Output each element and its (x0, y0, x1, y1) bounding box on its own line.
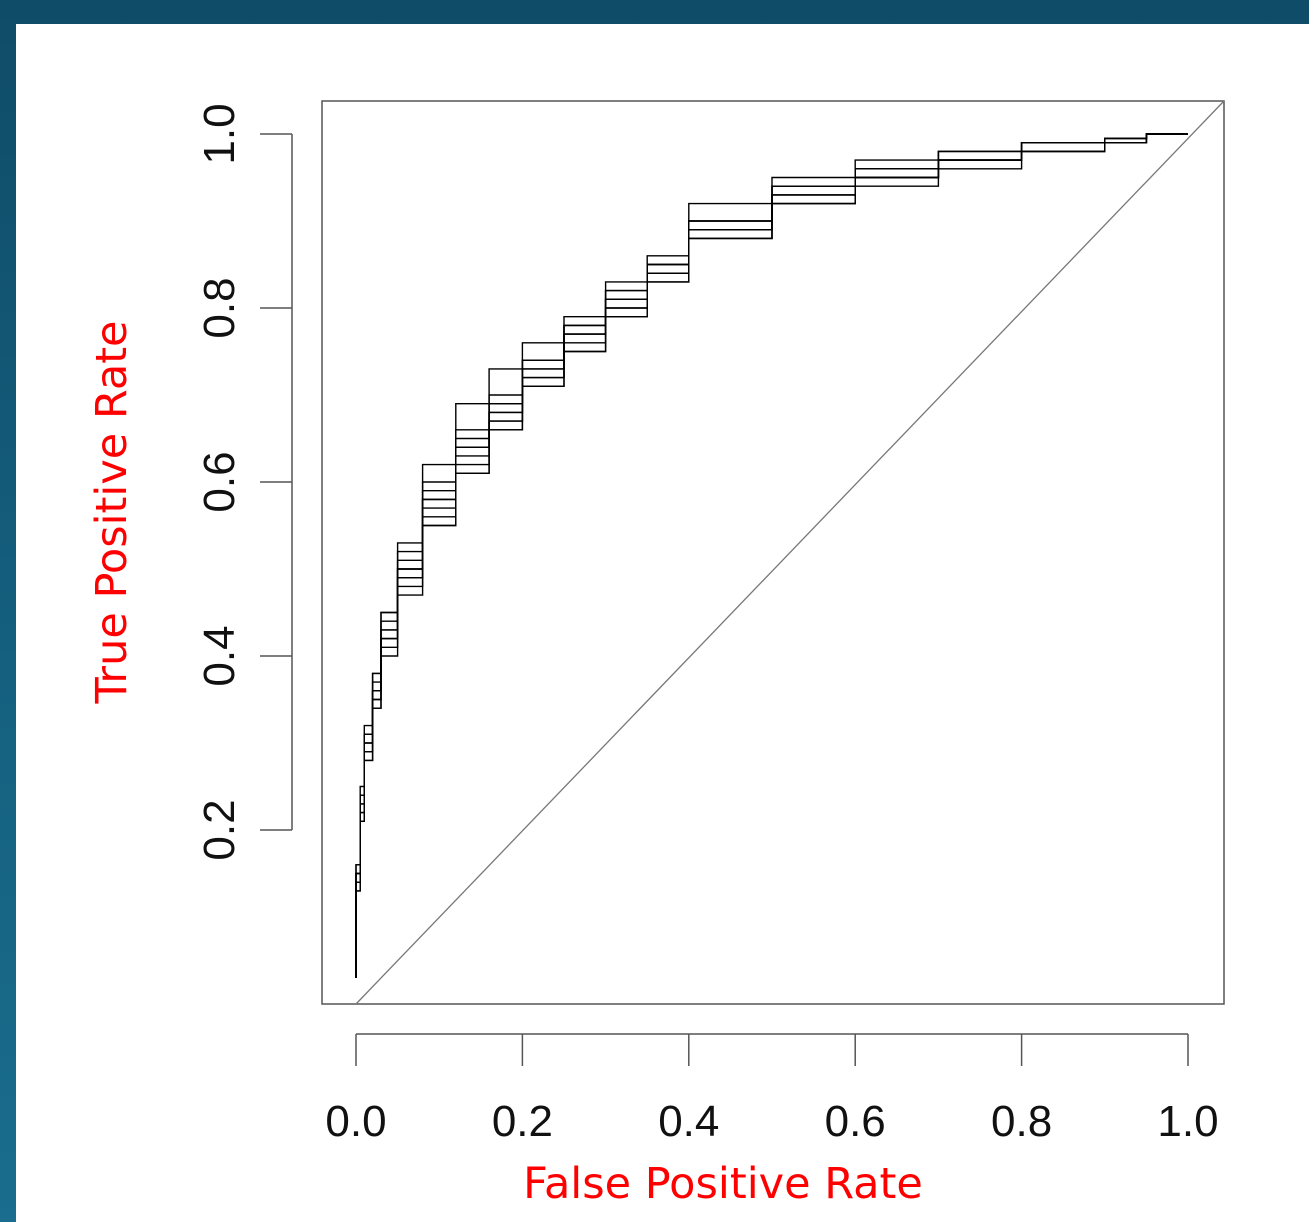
roc-curve-10 (355, 133, 1188, 978)
x-axis-ticks: 0.0 0.2 0.4 0.6 0.8 1.0 (325, 1034, 1219, 1146)
roc-curve-8 (355, 133, 1188, 978)
x-tick-label: 0.2 (492, 1097, 553, 1146)
y-axis-title: True Positive Rate (87, 320, 137, 704)
x-tick-label: 0.6 (825, 1097, 886, 1146)
roc-curve-5 (355, 133, 1188, 978)
roc-curve-2 (355, 133, 1188, 978)
x-tick-label: 0.8 (991, 1097, 1052, 1146)
roc-chart: 0.0 0.2 0.4 0.6 0.8 1.0 0.2 0.4 0.6 0.8 1.0 False… (87, 100, 1225, 1209)
x-tick-label: 0.4 (658, 1097, 719, 1146)
chart-panel: 0.0 0.2 0.4 0.6 0.8 1.0 0.2 0.4 0.6 0.8 1.0 False… (16, 24, 1309, 1222)
roc-curve-1 (355, 133, 1188, 978)
plot-area-frame (321, 100, 1225, 1005)
y-tick-label: 0.2 (195, 799, 244, 860)
reference-diagonal-line (355, 100, 1225, 1005)
roc-curve-7 (355, 133, 1188, 978)
y-tick-label: 0.6 (195, 451, 244, 512)
roc-curve-6 (355, 133, 1188, 978)
roc-curve-9 (355, 133, 1188, 978)
x-axis-title: False Positive Rate (523, 1159, 923, 1209)
x-tick-label: 0.0 (325, 1097, 386, 1146)
x-tick-label: 1.0 (1157, 1097, 1218, 1146)
roc-curve-4 (355, 133, 1188, 978)
y-axis-ticks: 0.2 0.4 0.6 0.8 1.0 (195, 103, 292, 861)
roc-curve-3 (355, 133, 1188, 978)
y-tick-label: 0.4 (195, 625, 244, 686)
roc-curves (355, 133, 1188, 978)
y-tick-label: 1.0 (195, 103, 244, 164)
y-tick-label: 0.8 (195, 277, 244, 338)
